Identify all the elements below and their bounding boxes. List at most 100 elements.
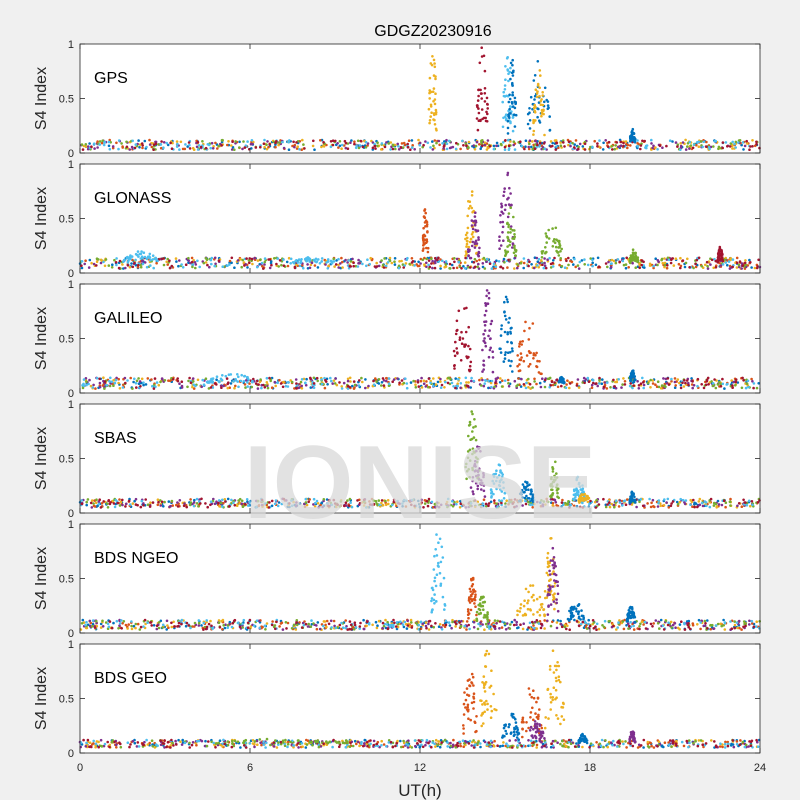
data-point <box>340 256 343 260</box>
data-point <box>513 148 517 151</box>
data-point <box>500 210 504 214</box>
data-point <box>92 383 95 387</box>
data-point <box>128 503 132 506</box>
data-point <box>596 145 599 148</box>
data-point <box>502 257 506 261</box>
data-point <box>595 382 598 385</box>
data-point <box>737 619 741 623</box>
data-point <box>157 143 160 146</box>
data-point <box>217 501 220 505</box>
data-point <box>338 381 341 384</box>
data-point <box>717 503 721 506</box>
data-point <box>294 378 298 381</box>
data-point <box>509 61 513 65</box>
data-point <box>255 265 259 269</box>
data-point <box>197 144 201 147</box>
data-point <box>507 258 510 262</box>
data-point <box>700 383 703 386</box>
data-point <box>549 384 553 387</box>
data-point <box>484 116 488 120</box>
data-point <box>125 145 129 149</box>
data-point <box>380 259 383 262</box>
data-point <box>482 359 486 363</box>
data-point <box>349 380 352 383</box>
data-point <box>243 146 247 149</box>
data-point <box>617 505 621 508</box>
data-point <box>513 96 517 100</box>
data-point <box>539 385 543 389</box>
data-point <box>325 143 328 147</box>
data-point <box>246 385 249 388</box>
data-point <box>81 386 85 390</box>
data-point <box>688 147 691 150</box>
data-point <box>305 377 308 381</box>
data-point <box>518 358 522 362</box>
data-point <box>467 207 471 210</box>
data-point <box>424 211 428 215</box>
data-point <box>298 264 302 268</box>
data-point <box>349 265 353 268</box>
data-point <box>298 148 301 151</box>
data-point <box>271 620 274 623</box>
data-point <box>433 123 437 126</box>
data-point <box>747 499 751 503</box>
data-point <box>130 620 133 623</box>
data-point <box>233 148 236 151</box>
data-point <box>440 628 444 631</box>
data-point <box>598 379 601 382</box>
data-point <box>419 620 423 624</box>
data-point <box>508 93 511 97</box>
data-point <box>610 258 614 262</box>
data-point <box>213 256 217 260</box>
data-point <box>559 141 562 144</box>
data-point <box>425 223 429 226</box>
data-point <box>499 265 503 269</box>
data-point <box>447 376 451 380</box>
data-point <box>344 146 348 150</box>
data-point <box>575 384 579 387</box>
data-point <box>146 377 150 380</box>
data-point <box>364 386 367 390</box>
data-point <box>479 119 482 123</box>
data-point <box>695 143 698 147</box>
data-point <box>176 505 180 508</box>
data-point <box>353 140 356 143</box>
data-point <box>125 140 128 144</box>
data-point <box>479 92 483 95</box>
data-point <box>352 261 355 265</box>
data-point <box>465 381 468 384</box>
data-point <box>273 380 277 384</box>
data-point <box>388 256 392 260</box>
data-point <box>665 501 668 504</box>
data-point <box>352 387 356 390</box>
data-point <box>483 143 487 147</box>
data-point <box>265 376 269 380</box>
data-point <box>559 144 563 147</box>
data-point <box>601 378 604 381</box>
data-point <box>305 260 308 263</box>
data-point <box>144 498 147 501</box>
data-point <box>587 380 591 384</box>
data-point <box>545 98 548 102</box>
data-point <box>470 244 474 248</box>
data-point <box>417 138 420 142</box>
data-point <box>179 140 183 144</box>
data-point <box>98 377 101 381</box>
data-point <box>375 261 379 265</box>
data-point <box>475 104 479 107</box>
data-point <box>601 624 604 627</box>
data-point <box>381 377 385 380</box>
data-point <box>342 381 346 385</box>
data-point <box>506 245 509 248</box>
data-point <box>436 380 440 384</box>
data-point <box>263 145 266 149</box>
data-point <box>189 626 192 630</box>
data-point <box>320 145 323 149</box>
data-point <box>656 622 660 625</box>
data-point <box>632 375 636 378</box>
data-point <box>683 265 687 269</box>
data-point <box>322 141 325 144</box>
data-point <box>284 384 288 388</box>
data-point <box>687 383 690 387</box>
